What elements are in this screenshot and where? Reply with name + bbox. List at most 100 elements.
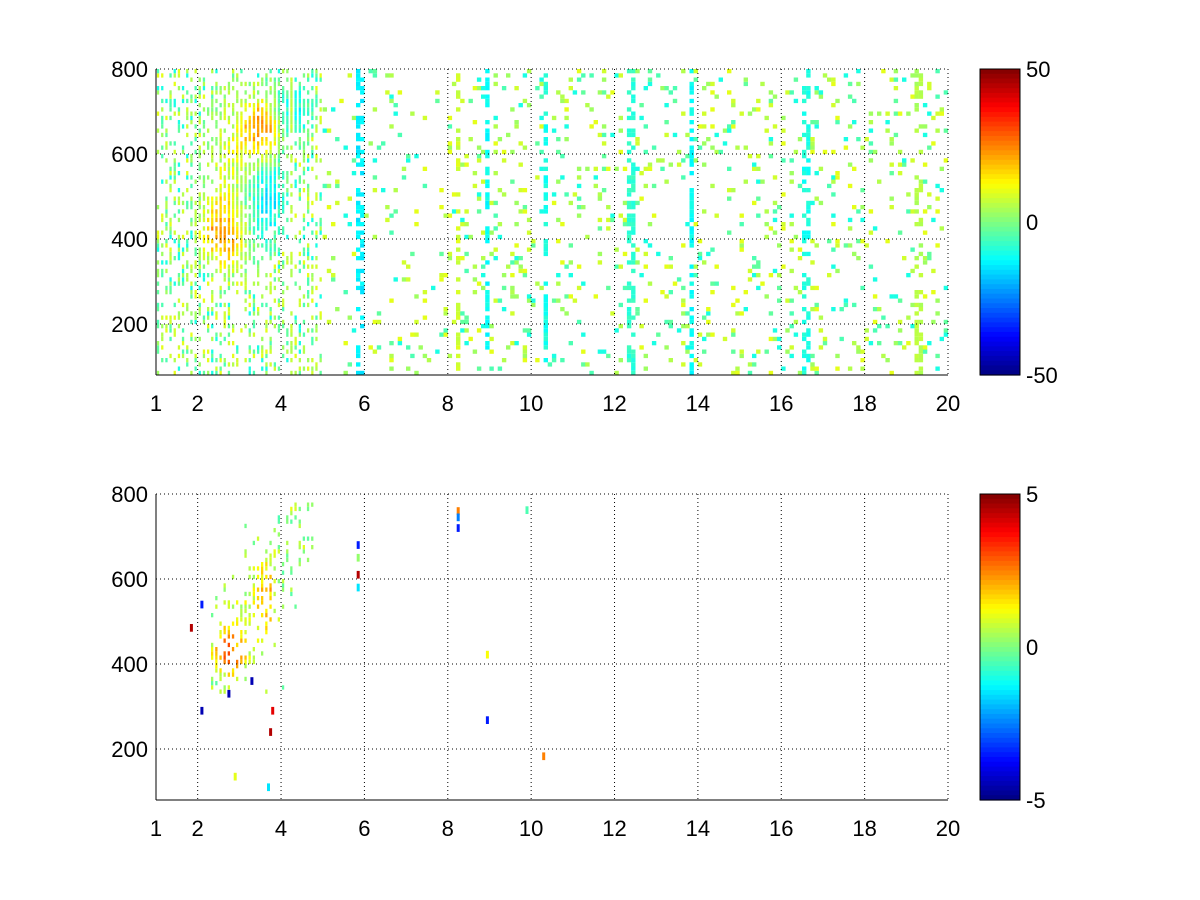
heatmap-cell [485, 69, 490, 74]
heatmap-cell [735, 370, 740, 376]
heatmap-cell [539, 149, 544, 155]
heatmap-cell [227, 689, 231, 698]
heatmap-cell [693, 158, 698, 163]
heatmap-cell [290, 251, 293, 257]
colorbar-swatch [980, 336, 1020, 343]
heatmap-cell [360, 239, 365, 244]
heatmap-cell [893, 132, 899, 138]
heatmap-cell [481, 285, 486, 291]
heatmap-cell [406, 154, 411, 159]
heatmap-cell [219, 251, 222, 257]
heatmap-cell [631, 358, 636, 363]
heatmap-cell [257, 149, 260, 155]
heatmap-cell [298, 175, 301, 180]
heatmap-cell [298, 230, 301, 235]
heatmap-cell [610, 213, 615, 218]
heatmap-cell [223, 651, 226, 656]
heatmap-cell [647, 77, 653, 82]
heatmap-cell [240, 604, 243, 609]
x-tick-label: 4 [275, 391, 287, 416]
heatmap-cell [177, 273, 181, 278]
colorbar-swatch [980, 627, 1020, 634]
heatmap-cell [535, 141, 540, 146]
heatmap-cell [635, 69, 640, 74]
heatmap-cell [265, 107, 268, 112]
heatmap-cell [181, 192, 185, 197]
heatmap-cell [464, 154, 469, 159]
heatmap-cell [839, 307, 844, 312]
heatmap-cell [306, 502, 310, 507]
heatmap-cell [806, 137, 811, 142]
heatmap-cell [202, 264, 206, 269]
heatmap-cell [269, 200, 272, 206]
heatmap-cell [626, 353, 632, 359]
heatmap-cell [169, 141, 172, 146]
heatmap-cell [752, 107, 757, 112]
heatmap-cell [307, 137, 310, 142]
heatmap-cell [451, 319, 457, 325]
heatmap-cell [614, 247, 619, 252]
heatmap-cell [331, 222, 336, 227]
heatmap-cell [343, 145, 348, 150]
heatmap-cell [543, 111, 548, 116]
heatmap-cell [190, 200, 193, 206]
heatmap-cell [639, 115, 644, 121]
heatmap-cell [831, 192, 836, 197]
heatmap-cell [190, 311, 193, 316]
heatmap-cell [298, 128, 301, 133]
heatmap-cell [464, 319, 469, 325]
heatmap-cell [232, 205, 235, 210]
heatmap-cell [764, 115, 769, 121]
heatmap-cell [219, 630, 222, 635]
heatmap-cell [689, 120, 694, 125]
heatmap-cell [227, 171, 231, 176]
heatmap-cell [215, 247, 218, 252]
heatmap-cell [207, 162, 210, 167]
heatmap-cell [818, 345, 824, 350]
heatmap-cell [173, 179, 176, 184]
heatmap-cell [551, 200, 557, 206]
y-tick-label: 800 [111, 482, 148, 507]
heatmap-cell [893, 111, 899, 116]
heatmap-cell [248, 574, 251, 580]
heatmap-cell [248, 196, 251, 201]
heatmap-cell [298, 111, 301, 116]
heatmap-cell [827, 273, 832, 278]
heatmap-cell [319, 158, 322, 163]
heatmap-cell [556, 298, 561, 303]
heatmap-cell [277, 145, 281, 150]
heatmap-cell [306, 557, 310, 563]
heatmap-cell [269, 285, 272, 291]
heatmap-cell [543, 192, 548, 197]
heatmap-cell [202, 124, 206, 129]
heatmap-cell [331, 107, 336, 112]
heatmap-cell [161, 315, 164, 320]
heatmap-cell [889, 171, 894, 176]
heatmap-cell [236, 94, 239, 99]
heatmap-cell [248, 370, 251, 376]
heatmap-cell [311, 115, 314, 121]
heatmap-cell [248, 226, 251, 231]
heatmap-cell [252, 149, 256, 155]
heatmap-cell [681, 158, 686, 163]
heatmap-cell [702, 209, 707, 214]
heatmap-cell [277, 120, 281, 125]
heatmap-cell [514, 341, 519, 346]
heatmap-cell [240, 655, 243, 660]
heatmap-cell [294, 94, 297, 99]
heatmap-cell [514, 124, 519, 129]
heatmap-cell [261, 366, 264, 371]
heatmap-cell [223, 217, 226, 223]
colorbar-swatch [980, 370, 1020, 376]
heatmap-cell [240, 149, 243, 155]
heatmap-cell [764, 222, 769, 227]
heatmap-cell [914, 264, 919, 269]
heatmap-cell [576, 175, 582, 180]
heatmap-cell [856, 81, 861, 87]
heatmap-cell [456, 307, 461, 312]
heatmap-cell [831, 81, 836, 87]
x-tick-label: 6 [358, 816, 370, 841]
heatmap-cell [315, 285, 318, 291]
heatmap-cell [282, 90, 285, 95]
